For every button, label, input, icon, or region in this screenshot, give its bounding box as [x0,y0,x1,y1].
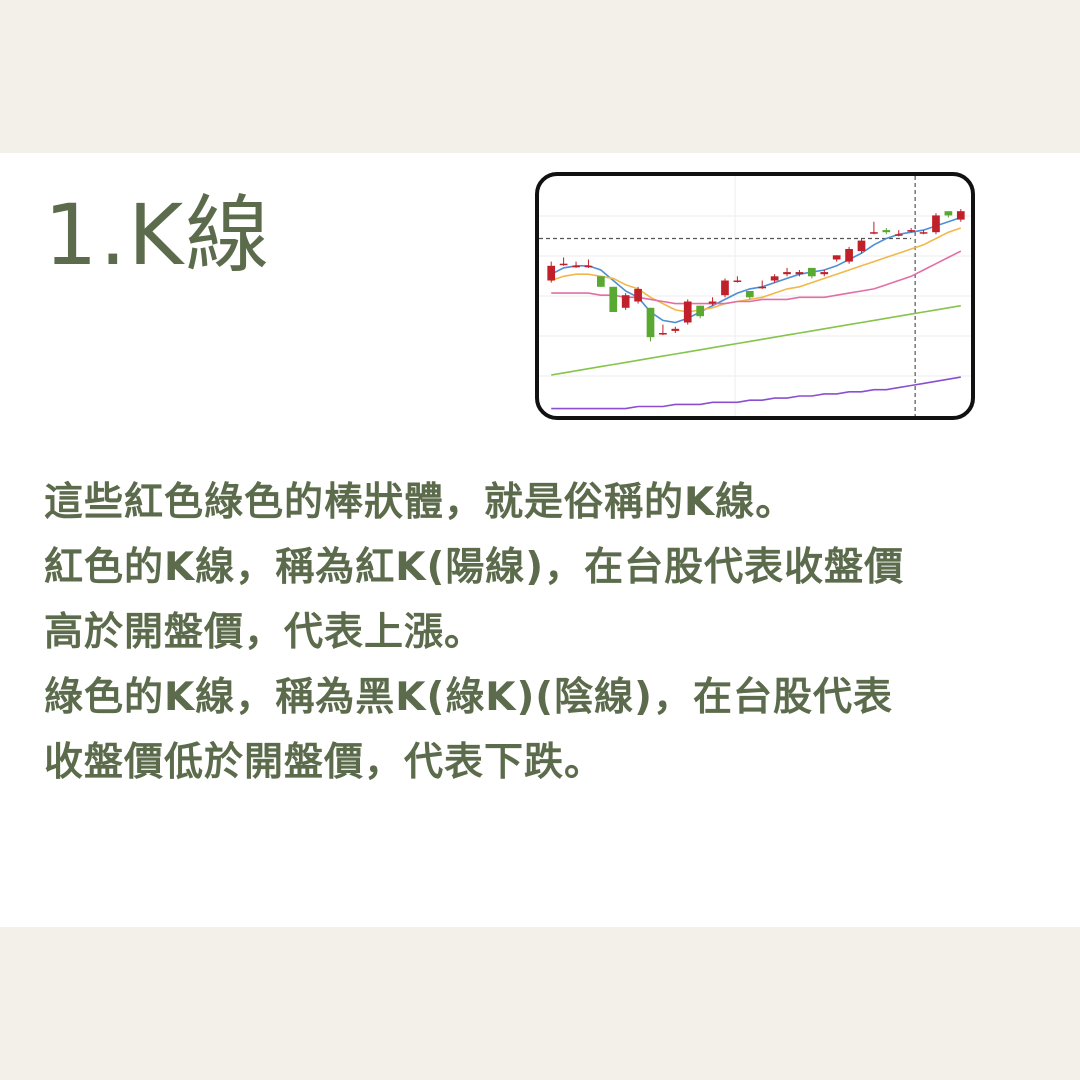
candle-body-34 [956,211,965,220]
candle-body-27 [870,232,878,234]
candle-body-23 [820,272,829,275]
bottom-band [0,927,1080,1080]
candlestick-chart [535,172,975,420]
candle-body-29 [894,234,903,236]
candle-body-10 [659,333,667,335]
candle-body-19 [770,276,779,281]
candle-body-31 [919,232,928,234]
candle-body-15 [721,280,729,296]
candle-body-20 [783,272,791,275]
moving-average-line-2 [550,227,962,313]
paragraph-line-1: 這些紅色綠色的棒狀體，就是俗稱的K線。 [44,480,796,525]
paragraph-line-5: 收盤價低於開盤價，代表下跌。 [44,740,605,785]
candle-body-30 [907,230,915,232]
paragraph-line-3: 高於開盤價，代表上漲。 [44,610,485,655]
candle-body-22 [808,267,816,277]
candle-body-24 [832,255,841,260]
candle-body-18 [758,286,767,289]
candle-body-3 [572,265,580,268]
candlestick-chart-svg [539,176,971,416]
candle-body-5 [597,276,605,287]
candle-body-33 [944,211,953,216]
body-paragraph: 這些紅色綠色的棒狀體，就是俗稱的K線。 紅色的K線，稱為紅K(陽線)，在台股代表… [44,470,1044,795]
page-title: 1.K線 [44,186,272,284]
candle-body-17 [745,291,754,298]
moving-average-line-1 [550,216,962,324]
candle-body-11 [671,328,680,331]
candle-body-13 [696,305,704,317]
candle-body-2 [559,263,568,266]
candle-body-16 [733,280,742,282]
candle-body-21 [795,272,804,275]
candle-body-4 [584,265,593,268]
moving-average-line-5 [551,376,961,410]
candle-body-9 [646,307,655,338]
candle-body-28 [882,230,891,233]
moving-average-line-3 [551,250,962,305]
candle-body-1 [547,265,556,281]
top-band [0,0,1080,153]
candle-body-26 [857,240,866,252]
paragraph-line-2: 紅色的K線，稱為紅K(陽線)，在台股代表收盤價 [44,545,905,590]
candle-body-32 [932,215,940,233]
candle-body-6 [609,286,618,312]
candle-body-7 [621,295,630,308]
moving-average-line-4 [551,304,961,376]
candle-body-12 [683,301,692,323]
candle-body-25 [845,249,853,262]
paragraph-line-4: 綠色的K線，稱為黑K(綠K)(陰線)，在台股代表 [44,675,893,720]
candle-body-14 [708,301,717,304]
candle-body-8 [634,288,642,302]
